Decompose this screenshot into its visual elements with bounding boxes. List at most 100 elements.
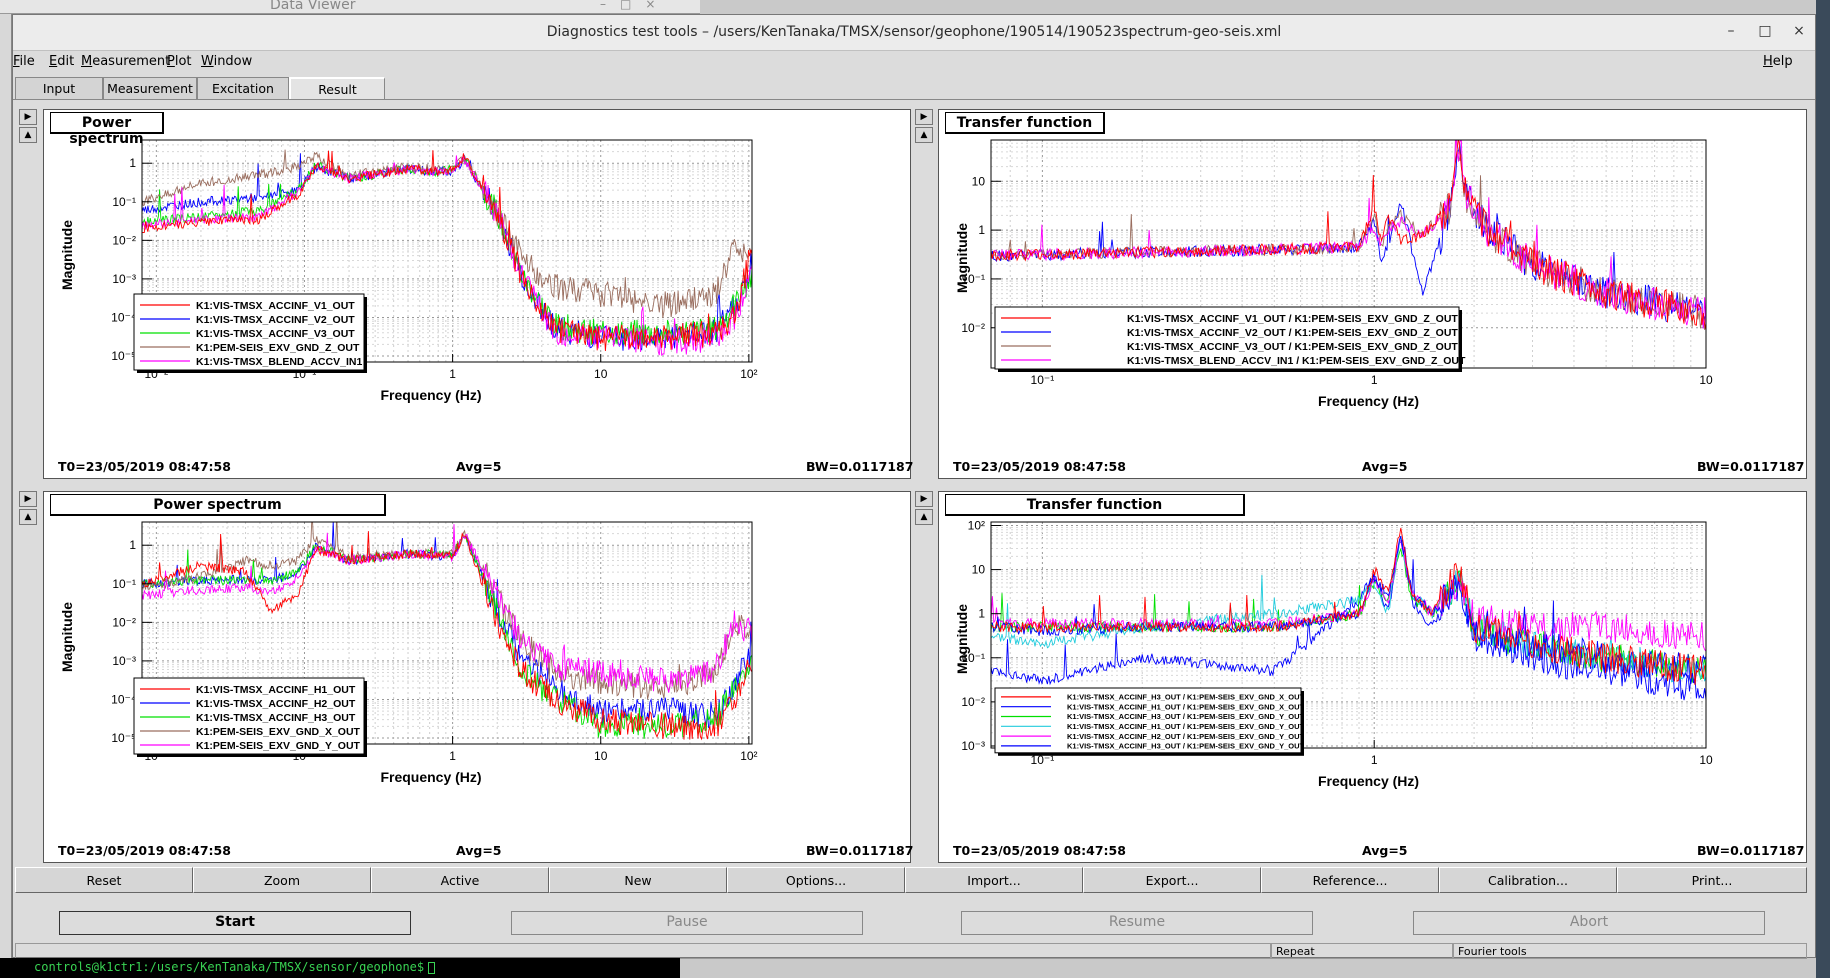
panel-title: Transfer function xyxy=(945,112,1105,134)
x-tick-label: 10 xyxy=(1699,373,1713,387)
legend-entry: K1:VIS-TMSX_ACCINF_V3_OUT xyxy=(196,328,355,340)
background-maximize-button[interactable]: □ xyxy=(620,0,646,11)
power-spectrum-pad-bottom[interactable]: 10⁻²10⁻¹11010²10⁻⁵10⁻⁴10⁻³10⁻²10⁻¹1Frequ… xyxy=(43,491,914,863)
y-tick-label: 10⁻¹ xyxy=(112,195,136,209)
reference-button[interactable]: Reference... xyxy=(1261,867,1439,893)
transfer-function-pad-top[interactable]: 10⁻¹ 1 10 10⁻² 10⁻¹ 1 10 Frequency (Hz) Magnitud… xyxy=(938,109,1807,479)
pad-expand-button-bottom-left[interactable]: ▶ xyxy=(19,491,37,507)
series-group xyxy=(142,149,752,357)
desktop-edge xyxy=(1816,0,1830,978)
status-field-blank xyxy=(15,943,1271,959)
calibration-button[interactable]: Calibration... xyxy=(1439,867,1617,893)
y-tick-label: 10⁻² xyxy=(961,321,985,335)
y-tick-label: 10⁻² xyxy=(961,695,985,709)
options-button[interactable]: Options... xyxy=(727,867,905,893)
window-title: Diagnostics test tools – /users/KenTanak… xyxy=(546,24,1282,40)
legend-entry: K1:PEM-SEIS_EXV_GND_Y_OUT xyxy=(196,740,361,752)
power-spectrum-plot-top[interactable]: 10⁻² 10⁻¹ 1 10 10²10⁻⁵10⁻⁴10⁻³10⁻²10⁻¹1Frequ… xyxy=(44,110,910,478)
print-button[interactable]: Print... xyxy=(1617,867,1807,893)
background-minimize-button[interactable]: – xyxy=(600,0,620,11)
tab-excitation[interactable]: Excitation xyxy=(197,77,289,99)
series-line-4 xyxy=(142,149,752,318)
legend-box xyxy=(133,293,365,371)
transfer-function-plot-top[interactable]: 10⁻¹ 1 10 10⁻² 10⁻¹ 1 10 Frequency (Hz) Magnitud… xyxy=(939,110,1806,478)
y-tick-label: 10⁻² xyxy=(112,233,136,247)
series-line-1 xyxy=(991,140,1706,331)
legend-entry: K1:VIS-TMSX_ACCINF_V2_OUT / K1:PEM-SEIS_… xyxy=(1127,327,1458,339)
y-axis-label: Magnitude xyxy=(954,223,970,293)
bw-label: BW=0.0117187 xyxy=(806,459,914,474)
terminal-prompt-text: controls@k1ctr1:/users/KenTanaka/TMSX/se… xyxy=(34,960,425,974)
pad-expand-button-bottom-right[interactable]: ▶ xyxy=(915,491,933,507)
menu-file[interactable]: File xyxy=(13,54,35,69)
tab-divider xyxy=(13,99,1815,100)
y-tick-label: 10⁻¹ xyxy=(112,577,136,591)
x-tick-label: 10⁻¹ xyxy=(1031,753,1055,767)
tab-input[interactable]: Input xyxy=(15,77,103,99)
menu-plot[interactable]: Plot xyxy=(167,54,192,69)
terminal-prompt[interactable]: controls@k1ctr1:/users/KenTanaka/TMSX/se… xyxy=(0,958,680,978)
resume-button[interactable]: Resume xyxy=(961,911,1313,935)
pad-expand-button-top-left[interactable]: ▶ xyxy=(19,109,37,125)
background-close-button[interactable]: × xyxy=(645,0,670,11)
bw-label: BW=0.0117187 xyxy=(1697,843,1805,858)
x-tick-label: 10 xyxy=(594,749,608,763)
pad-expand-button-top-right[interactable]: ▶ xyxy=(915,109,933,125)
menu-edit[interactable]: Edit xyxy=(49,54,75,69)
transfer-function-plot-bottom[interactable]: 10⁻¹ 1 10 10⁻³ 10⁻² 10⁻¹ 1 10 10² Frequency (Hz) M… xyxy=(939,492,1806,862)
series-line-2 xyxy=(991,539,1706,701)
y-tick-label: 10⁻³ xyxy=(112,654,136,668)
x-axis-label: Frequency (Hz) xyxy=(1318,773,1419,789)
window-titlebar[interactable]: Diagnostics test tools – /users/KenTanak… xyxy=(13,15,1815,51)
legend-entry: K1:VIS-TMSX_ACCINF_V3_OUT / K1:PEM-SEIS_… xyxy=(1127,341,1458,353)
abort-button[interactable]: Abort xyxy=(1413,911,1765,935)
pause-button[interactable]: Pause xyxy=(511,911,863,935)
panel-title: Power spectrum xyxy=(50,494,386,516)
minimize-button[interactable]: – xyxy=(1727,23,1735,39)
y-tick-label: 10⁻⁵ xyxy=(111,731,136,745)
y-tick-label: 1 xyxy=(978,607,985,621)
pad-scroll-up-button-bottom-left[interactable]: ▲ xyxy=(19,509,37,525)
avg-label: Avg=5 xyxy=(456,843,502,858)
transfer-function-pad-bottom[interactable]: 10⁻¹ 1 10 10⁻³ 10⁻² 10⁻¹ 1 10 10² Frequency (Hz) M… xyxy=(938,491,1807,863)
series-line-4 xyxy=(142,522,752,700)
x-tick-label: 10⁻¹ xyxy=(1031,373,1055,387)
x-tick-label: 1 xyxy=(449,749,456,763)
bw-label: BW=0.0117187 xyxy=(806,843,914,858)
power-spectrum-plot-bottom[interactable]: 10⁻²10⁻¹11010²10⁻⁵10⁻⁴10⁻³10⁻²10⁻¹1Frequ… xyxy=(44,492,910,862)
menu-help[interactable]: Help xyxy=(1763,54,1793,69)
y-tick-label: 1 xyxy=(129,538,136,552)
pad-scroll-up-button-top-right[interactable]: ▲ xyxy=(915,127,933,143)
zoom-button[interactable]: Zoom xyxy=(193,867,371,893)
maximize-button[interactable]: □ xyxy=(1758,23,1772,39)
import-button[interactable]: Import... xyxy=(905,867,1083,893)
t0-label: T0=23/05/2019 08:47:58 xyxy=(953,843,1126,858)
tab-measurement[interactable]: Measurement xyxy=(103,77,197,99)
background-window-buttons[interactable]: –□× xyxy=(600,0,669,11)
y-tick-label: 10 xyxy=(972,563,986,577)
legend-entry: K1:PEM-SEIS_EXV_GND_X_OUT xyxy=(196,726,361,738)
reset-button[interactable]: Reset xyxy=(15,867,193,893)
x-axis-label: Frequency (Hz) xyxy=(1318,393,1419,409)
menu-measurement[interactable]: Measurement xyxy=(81,54,171,69)
y-tick-label: 10 xyxy=(972,174,986,188)
active-button[interactable]: Active xyxy=(371,867,549,893)
background-window-titlebar: Data Viewer –□× xyxy=(0,0,700,14)
legend: K1:VIS-TMSX_ACCINF_V1_OUT K1:VIS-TMSX_ACC… xyxy=(133,293,367,373)
pad-scroll-up-button-top-left[interactable]: ▲ xyxy=(19,127,37,143)
close-button[interactable]: × xyxy=(1793,23,1805,39)
x-axis-label: Frequency (Hz) xyxy=(380,387,481,403)
menu-window[interactable]: Window xyxy=(201,54,253,69)
new-button[interactable]: New xyxy=(549,867,727,893)
legend-entry: K1:VIS-TMSX_ACCINF_H3_OUT / K1:PEM-SEIS_… xyxy=(1067,742,1305,751)
tab-result[interactable]: Result xyxy=(289,77,385,99)
legend: K1:VIS-TMSX_ACCINF_H3_OUT / K1:PEM-SEIS_… xyxy=(994,687,1305,756)
power-spectrum-pad-top[interactable]: 10⁻² 10⁻¹ 1 10 10² 10⁻⁵ 10⁻⁴ 10⁻³ 10⁻² 10⁻¹ 1 Frequ… xyxy=(43,109,914,479)
y-tick-label: 10⁻⁴ xyxy=(111,310,136,324)
plot-frame xyxy=(990,521,1707,749)
pad-scroll-up-button-bottom-right[interactable]: ▲ xyxy=(915,509,933,525)
export-button[interactable]: Export... xyxy=(1083,867,1261,893)
start-button[interactable]: Start xyxy=(59,911,411,935)
legend-entry: K1:VIS-TMSX_ACCINF_H3_OUT xyxy=(196,712,356,724)
y-tick-label: 10² xyxy=(968,518,985,532)
